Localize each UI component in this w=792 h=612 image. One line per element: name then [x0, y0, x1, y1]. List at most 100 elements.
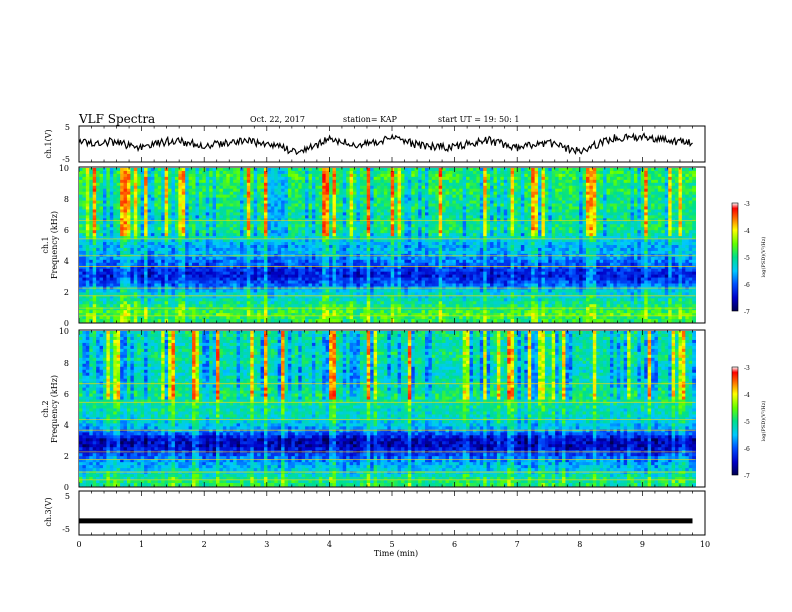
spectrogram-cell	[277, 179, 282, 184]
spectrogram-cell	[370, 203, 375, 207]
spectrogram-cell	[503, 197, 508, 201]
spectrogram-cell	[606, 224, 611, 228]
spectrogram-cell	[562, 242, 566, 246]
spectrogram-cell	[174, 236, 179, 240]
spectrogram-cell	[370, 179, 375, 184]
spectrogram-cell	[219, 191, 224, 196]
spectrogram-cell	[414, 227, 419, 231]
spectrogram-cell	[329, 239, 333, 243]
spectrogram-cell	[99, 185, 104, 190]
spectrogram-cell	[596, 209, 601, 213]
spectrogram-cell	[524, 239, 529, 243]
spectrogram-cell	[205, 206, 210, 210]
spectrogram-cell	[126, 233, 131, 237]
spectrogram-cell	[575, 245, 580, 249]
spectrogram-cell	[246, 194, 251, 199]
spectrogram-cell	[263, 197, 268, 201]
spectrogram-cell	[459, 215, 464, 219]
spectrogram-cell	[294, 212, 299, 216]
spectrogram-cell	[397, 224, 402, 228]
spectrogram-cell	[260, 212, 265, 216]
spectrogram-cell	[366, 197, 371, 201]
spectrogram-cell	[459, 168, 464, 172]
spectrogram-cell	[270, 173, 275, 178]
spectrogram-cell	[89, 182, 94, 187]
spectrogram-cell	[500, 197, 505, 201]
spectrogram-cell	[486, 188, 491, 193]
spectrogram-cell	[342, 182, 347, 187]
spectrogram-cell	[637, 176, 642, 181]
spectrogram-cell	[562, 179, 566, 184]
spectrogram-cell	[555, 230, 559, 234]
spectrogram-cell	[678, 221, 683, 225]
spectrogram-cell	[387, 200, 392, 204]
spectrogram-cell	[171, 242, 176, 246]
spectrogram-cell	[452, 182, 457, 187]
spectrogram-cell	[168, 203, 172, 207]
spectrogram-cell	[123, 224, 128, 228]
spectrogram-cell	[558, 168, 563, 172]
spectrogram-cell	[185, 170, 190, 175]
spectrogram-cell	[154, 182, 159, 187]
spectrogram-cell	[202, 194, 207, 199]
spectrogram-cell	[298, 200, 303, 204]
spectrogram-cell	[298, 230, 303, 234]
spectrogram-cell	[407, 206, 412, 210]
spectrogram-cell	[514, 197, 518, 201]
spectrogram-cell	[407, 194, 412, 199]
spectrogram-cell	[675, 239, 679, 243]
spectrogram-cell	[486, 230, 491, 234]
spectrogram-cell	[438, 182, 443, 187]
spectrogram-cell	[377, 194, 381, 199]
spectrogram-cell	[240, 200, 244, 204]
spectrogram-cell	[616, 245, 621, 249]
spectrogram-cell	[613, 188, 618, 193]
spectrogram-cell	[404, 170, 409, 175]
spectrogram-cell	[640, 176, 645, 181]
spectrogram-cell	[452, 197, 457, 201]
spectrogram-cell	[209, 206, 213, 210]
spectrogram-cell	[603, 173, 607, 178]
spectrogram-cell	[448, 221, 453, 225]
spectrogram-cell	[188, 236, 193, 240]
spectrogram-cell	[678, 227, 683, 231]
spectrogram-cell	[541, 200, 546, 204]
spectrogram-cell	[332, 200, 337, 204]
spectrogram-cell	[503, 233, 508, 237]
spectrogram-cell	[198, 209, 203, 213]
spectrogram-cell	[178, 191, 183, 196]
spectrogram-cell	[616, 227, 621, 231]
spectrogram-cell	[558, 200, 563, 204]
spectrogram-cell	[305, 173, 309, 178]
spectrogram-cell	[424, 245, 429, 249]
spectrogram-cell	[538, 227, 542, 231]
spectrogram-cell	[500, 176, 505, 181]
spectrogram-cell	[585, 224, 590, 228]
spectrogram-cell	[195, 203, 200, 207]
spectrogram-cell	[627, 194, 631, 199]
spectrogram-cell	[421, 245, 426, 249]
spectrogram-cell	[668, 224, 673, 228]
spectrogram-cell	[483, 185, 488, 190]
spectrogram-cell	[476, 212, 481, 216]
spectrogram-cell	[411, 206, 416, 210]
spectrogram-cell	[558, 182, 563, 187]
spectrogram-cell	[527, 176, 532, 181]
spectrogram-cell	[164, 200, 169, 204]
spectrogram-cell	[157, 245, 162, 249]
spectrogram-cell	[462, 245, 467, 249]
spectrogram-cell	[229, 200, 234, 204]
spectrogram-cell	[120, 173, 124, 178]
spectrogram-cell	[387, 168, 392, 172]
spectrogram-cell	[538, 191, 542, 196]
spectrogram-cell	[181, 185, 186, 190]
spectrogram-cell	[140, 179, 145, 184]
spectrogram-cell	[181, 200, 186, 204]
spectrogram-cell	[253, 242, 258, 246]
spectrogram-cell	[527, 233, 532, 237]
spectrogram-cell	[240, 168, 244, 172]
spectrogram-cell	[651, 194, 655, 199]
spectrogram-cell	[445, 242, 450, 246]
spectrogram-cell	[568, 242, 573, 246]
spectrogram-cell	[243, 209, 248, 213]
